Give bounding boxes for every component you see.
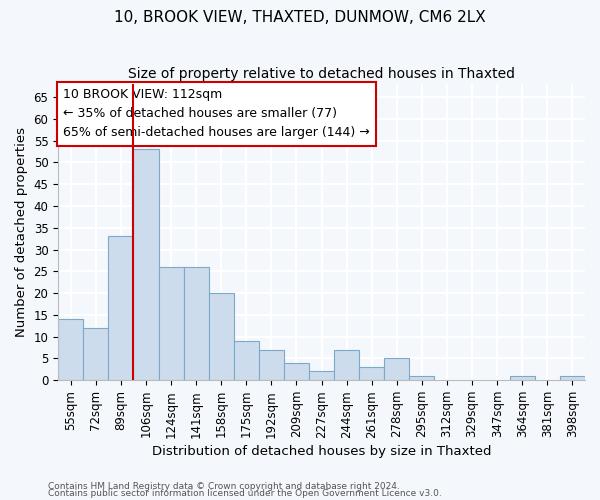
Bar [184,267,209,380]
Bar [284,363,309,380]
Bar [109,236,133,380]
Text: Contains public sector information licensed under the Open Government Licence v3: Contains public sector information licen… [48,490,442,498]
Bar [133,150,158,380]
Title: Size of property relative to detached houses in Thaxted: Size of property relative to detached ho… [128,68,515,82]
Text: 10, BROOK VIEW, THAXTED, DUNMOW, CM6 2LX: 10, BROOK VIEW, THAXTED, DUNMOW, CM6 2LX [114,10,486,25]
Bar [259,350,284,380]
Y-axis label: Number of detached properties: Number of detached properties [15,127,28,337]
X-axis label: Distribution of detached houses by size in Thaxted: Distribution of detached houses by size … [152,444,491,458]
Bar [334,350,359,380]
Bar [560,376,585,380]
Bar [58,319,83,380]
Bar [83,328,109,380]
Bar [309,372,334,380]
Bar [359,367,384,380]
Bar [510,376,535,380]
Bar [158,267,184,380]
Bar [384,358,409,380]
Bar [209,293,234,380]
Bar [409,376,434,380]
Text: Contains HM Land Registry data © Crown copyright and database right 2024.: Contains HM Land Registry data © Crown c… [48,482,400,491]
Text: 10 BROOK VIEW: 112sqm
← 35% of detached houses are smaller (77)
65% of semi-deta: 10 BROOK VIEW: 112sqm ← 35% of detached … [64,88,370,140]
Bar [234,341,259,380]
